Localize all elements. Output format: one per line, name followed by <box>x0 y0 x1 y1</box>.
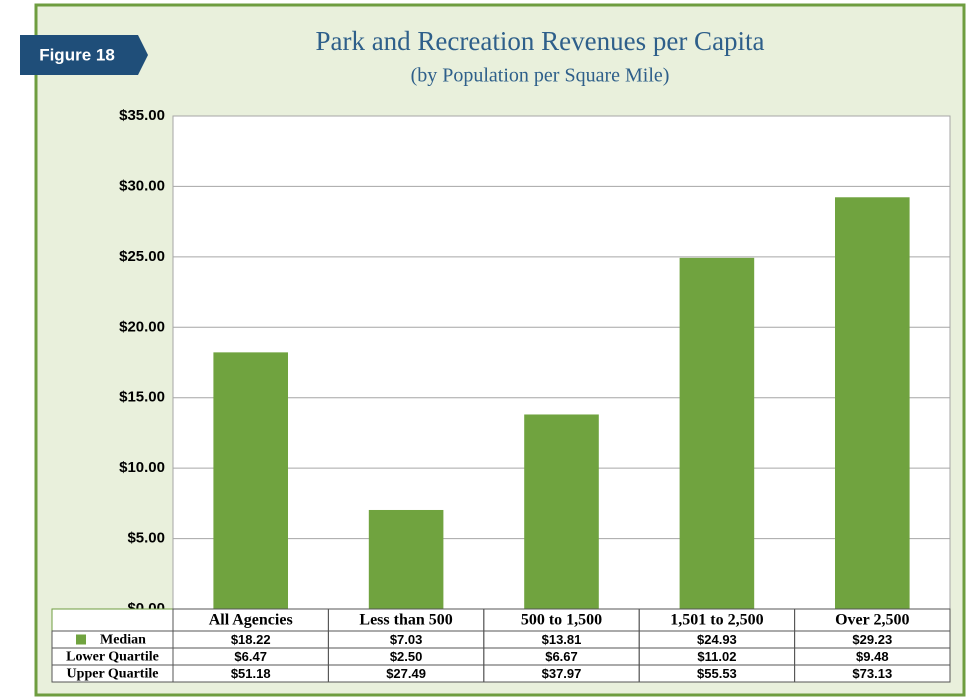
y-tick-label: $30.00 <box>119 177 165 194</box>
x-tick-label: Less than 500 <box>359 612 452 629</box>
table-value: $27.49 <box>386 666 426 681</box>
y-tick-label: $25.00 <box>119 248 165 265</box>
figure-label: Figure 18 <box>39 45 115 64</box>
table-value: $11.02 <box>697 649 736 664</box>
table-value: $18.22 <box>231 632 271 647</box>
y-tick-label: $15.00 <box>119 389 165 406</box>
table-value: $9.48 <box>856 649 889 664</box>
x-tick-label: 500 to 1,500 <box>521 612 602 629</box>
table-value: $24.93 <box>697 632 737 647</box>
y-tick-label: $5.00 <box>127 530 165 547</box>
bar <box>213 352 288 609</box>
table-value: $29.23 <box>852 632 892 647</box>
table-value: $51.18 <box>231 666 271 681</box>
legend-label: Median <box>100 633 146 648</box>
legend-swatch <box>76 634 86 645</box>
figure-tab <box>20 35 148 75</box>
y-tick-label: $10.00 <box>119 459 165 476</box>
table <box>51 608 951 683</box>
x-tick-label: All Agencies <box>209 612 293 629</box>
bar <box>835 197 910 609</box>
table-value: $13.81 <box>542 632 582 647</box>
table-value: $6.67 <box>545 649 578 664</box>
table-value: $73.13 <box>852 666 892 681</box>
table-value: $37.97 <box>542 666 582 681</box>
table-value: $55.53 <box>697 666 737 681</box>
chart-subtitle: (by Population per Square Mile) <box>411 65 670 87</box>
y-tick-label: $35.00 <box>119 107 165 124</box>
table-value: $6.47 <box>234 649 267 664</box>
table-cell <box>794 664 951 683</box>
bar <box>368 509 444 609</box>
row-label: Upper Quartile <box>67 667 159 682</box>
table-value: $2.50 <box>390 649 423 664</box>
x-tick-label: Over 2,500 <box>835 612 909 629</box>
chart-title: Park and Recreation Revenues per Capita <box>315 26 764 56</box>
bar <box>524 414 599 609</box>
table-value: $7.03 <box>390 632 423 647</box>
y-tick-label: $20.00 <box>119 318 165 335</box>
bar <box>679 257 755 609</box>
x-tick-label: 1,501 to 2,500 <box>670 612 763 629</box>
row-label: Lower Quartile <box>66 650 159 665</box>
